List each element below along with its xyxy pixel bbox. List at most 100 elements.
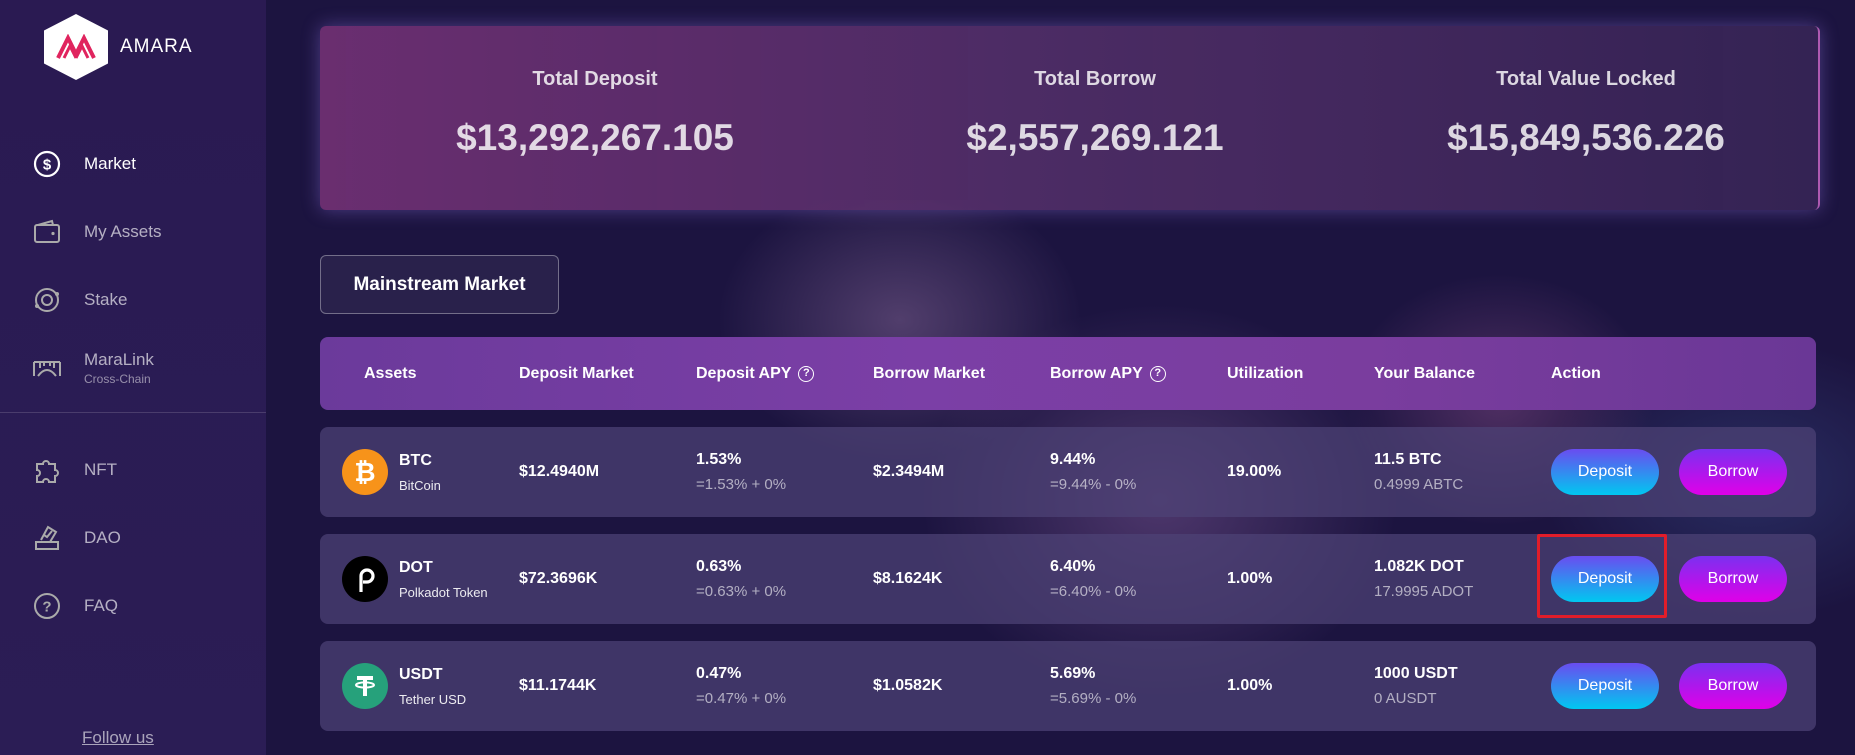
logo[interactable]: AMARA bbox=[44, 14, 193, 80]
help-icon[interactable]: ? bbox=[798, 365, 815, 382]
deposit-button[interactable]: Deposit bbox=[1551, 556, 1659, 602]
header-deposit-apy: Deposit APY? bbox=[696, 337, 815, 410]
borrow-market: $2.3494M bbox=[873, 463, 945, 480]
deposit-button[interactable]: Deposit bbox=[1551, 663, 1659, 709]
sidebar-item-nft[interactable]: NFT bbox=[0, 436, 266, 504]
borrow-apy: 5.69% bbox=[1050, 665, 1096, 682]
bridge-icon bbox=[32, 353, 62, 383]
sidebar-item-market[interactable]: $ Market bbox=[0, 130, 266, 198]
header-borrow-market: Borrow Market bbox=[873, 364, 986, 382]
puzzle-icon bbox=[32, 455, 62, 485]
sidebar-item-my-assets[interactable]: My Assets bbox=[0, 198, 266, 266]
stat-title: Total Borrow bbox=[1034, 68, 1156, 90]
sidebar-item-label: FAQ bbox=[84, 596, 119, 615]
deposit-button[interactable]: Deposit bbox=[1551, 449, 1659, 495]
stat-value: $13,292,267.105 bbox=[456, 117, 734, 158]
stat-total-value-locked: Total Value Locked $15,849,536.226 bbox=[1386, 68, 1786, 159]
sidebar-item-label: NFT bbox=[84, 460, 118, 479]
nav-divider bbox=[0, 412, 266, 413]
header-deposit-market: Deposit Market bbox=[519, 364, 634, 382]
svg-text:?: ? bbox=[42, 599, 51, 616]
balance: 11.5 BTC bbox=[1374, 451, 1442, 468]
table-row: DOT Polkadot Token $72.3696K 0.63% =0.63… bbox=[320, 534, 1816, 624]
utilization: 19.00% bbox=[1227, 463, 1282, 480]
stat-value: $15,849,536.226 bbox=[1447, 117, 1725, 158]
brand-name: AMARA bbox=[120, 36, 193, 57]
balance-sub: 0.4999 ABTC bbox=[1374, 476, 1464, 493]
deposit-market: $12.4940M bbox=[519, 463, 600, 480]
sidebar-item-label: MaraLink bbox=[84, 350, 154, 369]
mainstream-market-button[interactable]: Mainstream Market bbox=[320, 255, 559, 314]
asset-name: Tether USD bbox=[399, 691, 467, 707]
sidebar-item-label: Stake bbox=[84, 290, 128, 309]
asset-symbol: BTC bbox=[399, 451, 432, 469]
sidebar-item-stake[interactable]: Stake bbox=[0, 266, 266, 334]
deposit-apy: 0.47% bbox=[696, 665, 742, 682]
deposit-market: $11.1744K bbox=[519, 677, 597, 694]
stats-panel: Total Deposit $13,292,267.105 Total Borr… bbox=[320, 26, 1820, 210]
utilization: 1.00% bbox=[1227, 570, 1273, 587]
question-icon: ? bbox=[32, 591, 62, 621]
borrow-apy-detail: =9.44% - 0% bbox=[1050, 476, 1137, 493]
dollar-circle-icon: $ bbox=[32, 149, 62, 179]
sidebar-item-label: DAO bbox=[84, 528, 121, 547]
stat-total-borrow: Total Borrow $2,557,269.121 bbox=[895, 68, 1295, 159]
borrow-apy-detail: =6.40% - 0% bbox=[1050, 583, 1137, 600]
header-borrow-apy: Borrow APY? bbox=[1050, 337, 1166, 410]
asset-symbol: DOT bbox=[399, 558, 433, 576]
header-assets: Assets bbox=[364, 364, 417, 382]
bitcoin-icon: ₿ bbox=[342, 449, 388, 495]
deposit-apy-detail: =0.47% + 0% bbox=[696, 690, 787, 707]
utilization: 1.00% bbox=[1227, 677, 1273, 694]
header-label: Borrow APY bbox=[1050, 364, 1143, 382]
sidebar-item-label: My Assets bbox=[84, 222, 162, 241]
asset-name: Polkadot Token bbox=[399, 584, 488, 600]
deposit-apy-detail: =0.63% + 0% bbox=[696, 583, 787, 600]
stat-total-deposit: Total Deposit $13,292,267.105 bbox=[395, 68, 795, 159]
header-label: Deposit APY bbox=[696, 364, 792, 382]
stat-title: Total Deposit bbox=[532, 68, 658, 90]
follow-us-link[interactable]: Follow us bbox=[82, 728, 154, 747]
asset-symbol: USDT bbox=[399, 665, 443, 683]
help-icon[interactable]: ? bbox=[1149, 365, 1166, 382]
table-row: ₿ BTC BitCoin $12.4940M 1.53% =1.53% + 0… bbox=[320, 427, 1816, 517]
header-utilization: Utilization bbox=[1227, 364, 1304, 382]
sidebar-item-sublabel: Cross-Chain bbox=[84, 372, 151, 386]
balance: 1000 USDT bbox=[1374, 665, 1458, 682]
sidebar-item-dao[interactable]: DAO bbox=[0, 504, 266, 572]
polkadot-icon bbox=[342, 556, 388, 602]
asset-name: BitCoin bbox=[399, 477, 441, 493]
borrow-apy-detail: =5.69% - 0% bbox=[1050, 690, 1137, 707]
borrow-button[interactable]: Borrow bbox=[1679, 449, 1787, 495]
balance: 1.082K DOT bbox=[1374, 558, 1464, 575]
stake-icon bbox=[32, 285, 62, 315]
vote-icon bbox=[32, 523, 62, 553]
balance-sub: 17.9995 ADOT bbox=[1374, 583, 1474, 600]
deposit-apy-detail: =1.53% + 0% bbox=[696, 476, 787, 493]
borrow-market: $1.0582K bbox=[873, 677, 943, 694]
sidebar-item-label: Market bbox=[84, 154, 136, 173]
borrow-button[interactable]: Borrow bbox=[1679, 556, 1787, 602]
main-nav: $ Market My Assets Stake MaraLink Cross-… bbox=[0, 130, 266, 402]
secondary-nav: NFT DAO ? FAQ bbox=[0, 436, 266, 640]
deposit-apy: 0.63% bbox=[696, 558, 742, 575]
borrow-apy: 6.40% bbox=[1050, 558, 1096, 575]
sidebar-item-faq[interactable]: ? FAQ bbox=[0, 572, 266, 640]
amara-logo-icon bbox=[44, 14, 108, 80]
borrow-apy: 9.44% bbox=[1050, 451, 1096, 468]
tether-icon bbox=[342, 663, 388, 709]
stat-title: Total Value Locked bbox=[1496, 68, 1676, 90]
table-header: Assets Deposit Market Deposit APY? Borro… bbox=[320, 337, 1816, 410]
highlight-box bbox=[1537, 534, 1667, 618]
header-your-balance: Your Balance bbox=[1374, 364, 1476, 382]
deposit-market: $72.3696K bbox=[519, 570, 598, 587]
header-action: Action bbox=[1551, 364, 1601, 382]
borrow-button[interactable]: Borrow bbox=[1679, 663, 1787, 709]
sidebar-item-maralink[interactable]: MaraLink Cross-Chain bbox=[0, 334, 266, 402]
stat-value: $2,557,269.121 bbox=[966, 117, 1224, 158]
borrow-market: $8.1624K bbox=[873, 570, 943, 587]
wallet-icon bbox=[32, 217, 62, 247]
table-row: USDT Tether USD $11.1744K 0.47% =0.47% +… bbox=[320, 641, 1816, 731]
balance-sub: 0 AUSDT bbox=[1374, 690, 1437, 707]
sidebar: AMARA $ Market My Assets Stake Mar bbox=[0, 0, 266, 755]
